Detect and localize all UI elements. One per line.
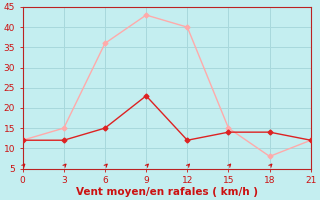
X-axis label: Vent moyen/en rafales ( km/h ): Vent moyen/en rafales ( km/h ) xyxy=(76,187,258,197)
